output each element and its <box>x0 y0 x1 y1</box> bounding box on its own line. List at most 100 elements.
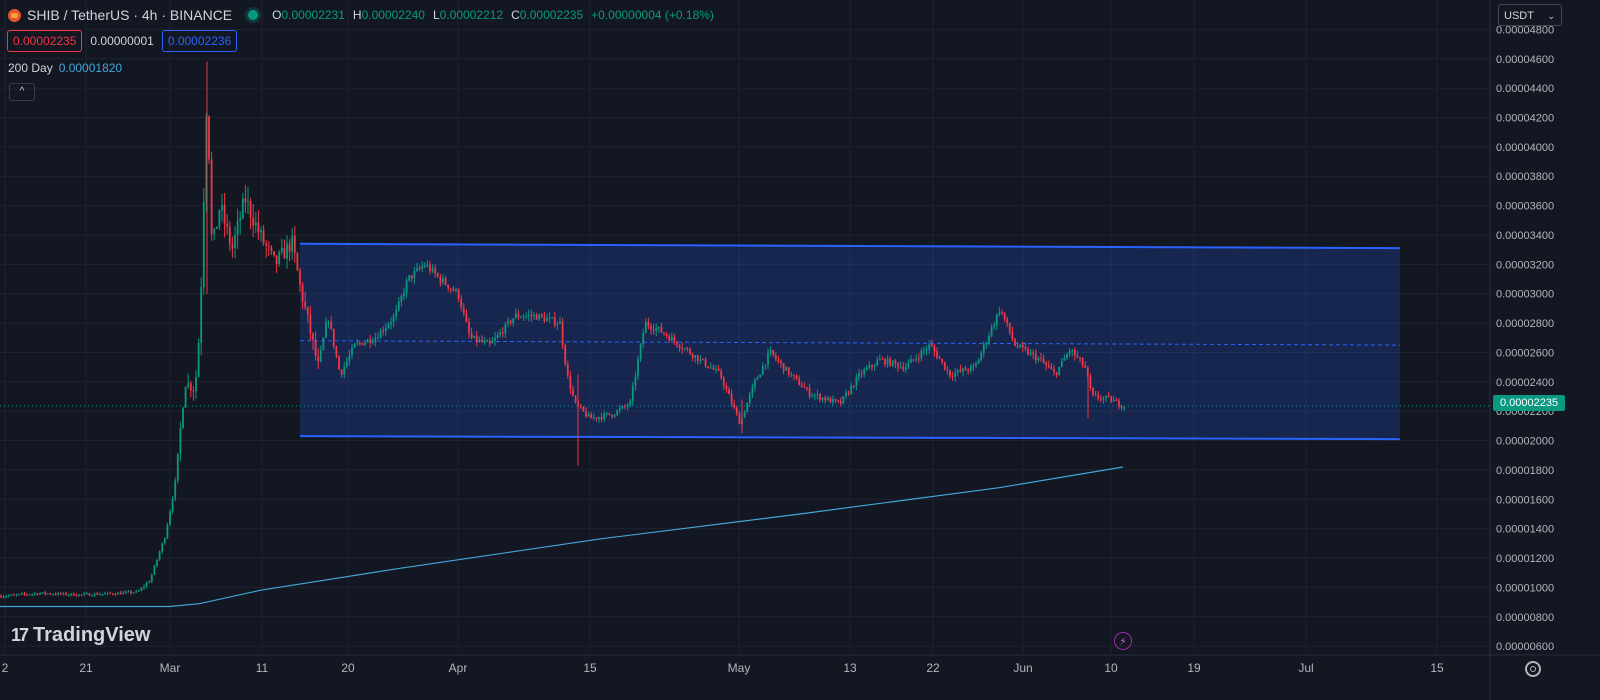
candle-body <box>338 356 340 370</box>
candle-body <box>174 480 177 499</box>
candle-body <box>213 228 216 235</box>
candle-body <box>507 320 509 324</box>
candle-body <box>728 389 730 395</box>
channel-drawing[interactable] <box>299 242 1401 441</box>
flash-icon[interactable]: ⚡ <box>1114 632 1132 650</box>
candle-body <box>351 347 353 356</box>
indicator-legend[interactable]: 200 Day 0.00001820 <box>8 61 122 75</box>
candle-body <box>904 367 907 370</box>
candle-body <box>1089 376 1092 388</box>
candle-body <box>1081 358 1084 366</box>
candle-body <box>260 230 262 233</box>
symbol-title[interactable]: SHIB / TetherUS · 4h · BINANCE <box>27 7 233 23</box>
candle-body <box>917 358 920 360</box>
price-tick-label: 0.00001200 <box>1496 553 1554 565</box>
candle-body <box>1092 387 1094 395</box>
candle-body <box>408 275 411 281</box>
close-key: C <box>511 8 520 22</box>
candle-body <box>657 326 660 329</box>
candle-body <box>101 593 104 595</box>
candle-body <box>889 358 892 366</box>
candle-body <box>847 392 850 394</box>
time-axis[interactable]: 2 21 Mar 11 20 Apr 15 May 13 22 Jun 10 19 Jul 15 <box>0 654 1600 675</box>
candle-body <box>410 275 413 279</box>
candle-body <box>985 342 988 345</box>
candle-body <box>709 367 712 369</box>
candle-body <box>210 159 213 235</box>
candle-body <box>808 388 811 397</box>
candle-body <box>715 368 717 370</box>
candle-body <box>468 321 470 334</box>
candle-body <box>1034 353 1037 361</box>
candle-body <box>665 333 668 337</box>
candle-body <box>871 365 873 367</box>
candle-body <box>751 386 754 395</box>
candle-body <box>1105 396 1107 398</box>
candle-body <box>933 346 936 352</box>
candle-body <box>488 340 491 344</box>
candle-body <box>1050 367 1053 370</box>
candle-body <box>23 593 26 595</box>
candle-body <box>730 394 733 404</box>
candle-body <box>332 328 335 347</box>
candle-body <box>717 368 720 371</box>
candle-body <box>561 321 564 345</box>
candle-body <box>421 266 424 269</box>
candle-body <box>754 379 756 387</box>
candle-body <box>876 360 879 366</box>
candle-body <box>85 593 88 595</box>
candle-body <box>696 355 699 361</box>
candle-body <box>569 375 572 390</box>
close-value: 0.00002235 <box>519 8 584 22</box>
candle-body <box>228 226 231 245</box>
candle-body <box>182 407 184 429</box>
moving-average-line <box>0 466 1124 608</box>
buy-price-button[interactable]: 0.00002236 <box>161 30 238 52</box>
candle-body <box>621 406 624 409</box>
candle-body <box>954 372 957 377</box>
candle-body <box>340 369 343 375</box>
candle-body <box>590 414 593 419</box>
candle-body <box>343 366 346 375</box>
tradingview-logo[interactable]: 17 TradingView <box>11 624 150 647</box>
candle-body <box>83 593 86 595</box>
settings-gear-icon[interactable] <box>1525 661 1541 677</box>
price-tick-label: 0.00003200 <box>1496 259 1554 271</box>
candle-body <box>782 363 785 371</box>
candle-body <box>551 317 554 319</box>
candle-body <box>218 210 221 227</box>
market-status-icon[interactable] <box>248 10 259 20</box>
candle-body <box>20 593 23 595</box>
candle-body <box>91 595 93 597</box>
candle-body <box>878 358 881 361</box>
candle-body <box>761 366 764 375</box>
candle-body <box>330 321 333 329</box>
candle-body <box>967 370 970 372</box>
candle-body <box>863 369 866 375</box>
candle-body <box>114 594 117 596</box>
candle-body <box>712 367 715 370</box>
candle-body <box>377 337 379 339</box>
candle-body <box>491 340 494 344</box>
candle-body <box>395 309 398 316</box>
candle-body <box>642 333 645 345</box>
candle-body <box>161 543 164 552</box>
price-axis[interactable]: 0.00004800 0.00004600 0.00004400 0.00004200… <box>1489 0 1554 700</box>
candle-body <box>234 234 236 249</box>
time-tick-label: Jul <box>1298 661 1313 675</box>
candle-body <box>743 412 746 418</box>
candle-body <box>117 592 119 595</box>
ma-label: 200 Day <box>8 61 53 75</box>
candle-body <box>962 368 964 372</box>
price-tick-label: 0.00004400 <box>1496 83 1554 95</box>
candle-body <box>834 398 837 401</box>
sell-price-button[interactable]: 0.00002235 <box>7 30 83 52</box>
candle-body <box>291 235 294 252</box>
candle-body <box>852 385 855 387</box>
currency-select[interactable]: USDT ⌄ <box>1498 4 1562 26</box>
candle-body <box>18 594 21 596</box>
candle-body <box>689 349 691 354</box>
candle-body <box>798 378 801 386</box>
collapse-legend-button[interactable]: ^ <box>9 83 35 101</box>
